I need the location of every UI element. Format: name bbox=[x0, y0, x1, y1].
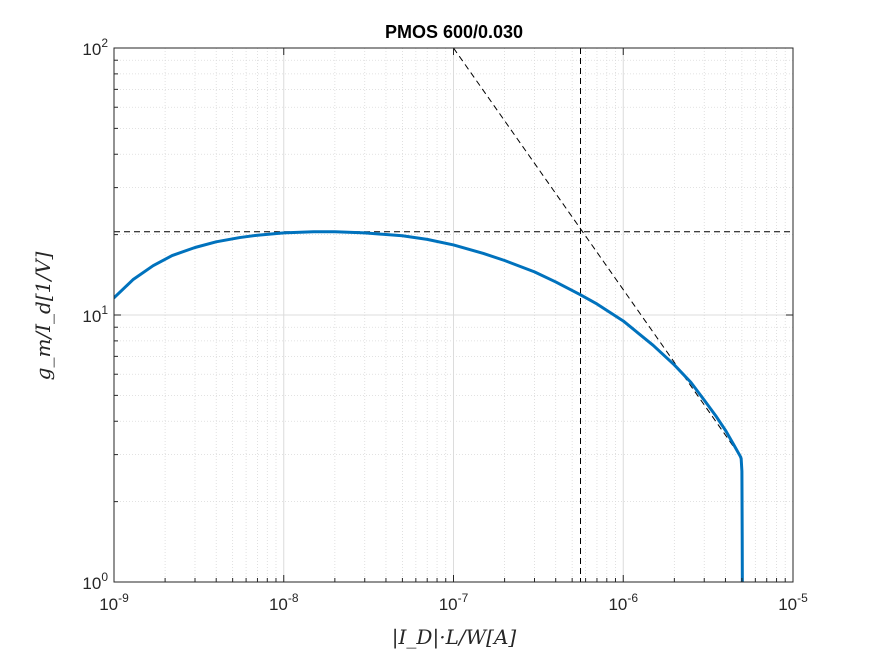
y-tick-label: 101 bbox=[82, 303, 108, 326]
series-group bbox=[114, 230, 744, 582]
x-tick-label: 10-9 bbox=[99, 591, 129, 614]
tick-marks bbox=[113, 47, 794, 583]
chart-title: PMOS 600/0.030 bbox=[385, 22, 523, 42]
y-axis-label: g_m/I_d[1/V] bbox=[31, 251, 55, 380]
tangent-guide-line bbox=[453, 48, 743, 459]
y-tick-label: 100 bbox=[82, 570, 108, 593]
x-tick-label: 10-8 bbox=[269, 591, 299, 614]
x-axis-label: |I_D|·L/W[A] bbox=[392, 625, 517, 650]
x-tick-label: 10-7 bbox=[439, 591, 469, 614]
annotations bbox=[114, 48, 793, 582]
x-tick-label: 10-5 bbox=[778, 591, 808, 614]
gm-id-curve bbox=[114, 230, 744, 582]
y-tick-label: 102 bbox=[82, 36, 108, 59]
x-tick-label: 10-6 bbox=[608, 591, 638, 614]
